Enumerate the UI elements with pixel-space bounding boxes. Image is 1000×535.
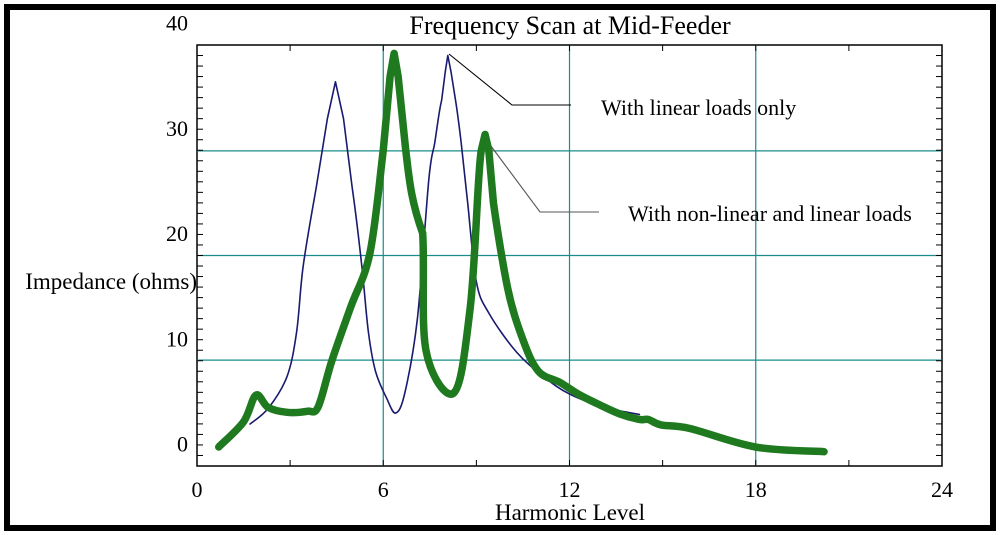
svg-text:20: 20 [166,221,188,246]
svg-text:With linear loads only: With linear loads only [601,95,796,120]
svg-text:40: 40 [166,11,188,36]
svg-text:24: 24 [931,477,953,502]
svg-text:18: 18 [745,477,767,502]
svg-text:12: 12 [559,477,581,502]
svg-text:Harmonic Level: Harmonic Level [495,500,645,525]
svg-text:30: 30 [166,116,188,141]
svg-text:10: 10 [166,326,188,351]
svg-text:0: 0 [192,477,203,502]
svg-text:With non-linear and linear loa: With non-linear and linear loads [628,201,912,226]
svg-text:Frequency Scan at Mid-Feeder: Frequency Scan at Mid-Feeder [409,11,731,40]
svg-text:Impedance (ohms): Impedance (ohms) [25,269,197,294]
svg-text:6: 6 [378,477,389,502]
svg-text:0: 0 [177,432,188,457]
